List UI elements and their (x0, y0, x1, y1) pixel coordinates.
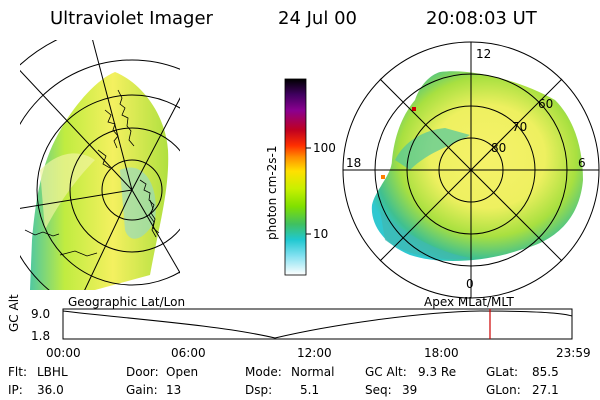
timeline-xtick: 06:00 (171, 346, 206, 360)
polar-hotspot (381, 175, 385, 179)
mlat-label-70: 70 (512, 120, 528, 134)
geo-lat-circle (36, 94, 180, 286)
gcalt-value: 9.3 Re (418, 365, 457, 379)
geo-meridian (131, 189, 180, 274)
polar-hotspot (412, 107, 416, 111)
mlt-label-18: 18 (346, 156, 362, 170)
colorbar-gradient (284, 78, 307, 276)
dsp-label: Dsp: (245, 383, 273, 397)
flt-value: LBHL (37, 365, 68, 379)
timeline-xtick: 00:00 (46, 346, 81, 360)
ip-label: IP: (8, 383, 23, 397)
gcalt-label: GC Alt: (365, 365, 407, 379)
altitude-curve (62, 310, 573, 339)
flt-label: Flt: (8, 365, 27, 379)
gain-label: Gain: (126, 383, 158, 397)
seq-value: 39 (402, 383, 418, 397)
geo-meridian (84, 189, 133, 290)
glat-value: 85.5 (532, 365, 559, 379)
geo-lat-circle (20, 59, 180, 290)
glon-value: 27.1 (532, 383, 559, 397)
geo-meridian (20, 189, 133, 209)
mlat-label-80: 80 (491, 141, 507, 155)
timeline-ytick-1_8: 1.8 (31, 329, 51, 343)
ip-value: 36.0 (37, 383, 64, 397)
timeline-xtick: 12:00 (297, 346, 332, 360)
geo-meridian (131, 97, 180, 191)
instrument-title: Ultraviolet Imager (50, 8, 213, 29)
timeline-xtick: 23:59 (556, 346, 591, 360)
dsp-value: 5.1 (300, 383, 320, 397)
timeline-y-title: GC Alt (7, 294, 21, 332)
seq-label: Seq: (365, 383, 392, 397)
mlt-label-0: 0 (466, 277, 474, 291)
mlt-label-12: 12 (476, 47, 492, 61)
gain-value: 13 (166, 383, 182, 397)
geo-lat-circle (69, 127, 180, 253)
polar-panel-label: Apex MLat/MLT (424, 295, 514, 309)
mlt-meridian (379, 78, 563, 262)
geo-meridian (92, 40, 133, 191)
geo-panel-label: Geographic Lat/Lon (68, 295, 186, 309)
colorbar-tick-10: 10 (313, 227, 329, 241)
door-label: Door: (126, 365, 159, 379)
observation-date: 24 Jul 00 (278, 8, 357, 29)
geo-lat-circle (101, 159, 163, 221)
mlat-label-60: 60 (538, 97, 554, 111)
mode-label: Mode: (245, 365, 282, 379)
geo-coastlines (24, 89, 160, 257)
glon-label: GLon: (486, 383, 521, 397)
colorbar-tick-100: 100 (313, 141, 336, 155)
glat-label: GLat: (486, 365, 519, 379)
observation-time: 20:08:03 UT (426, 8, 537, 29)
timeline-ytick-9: 9.0 (31, 307, 51, 321)
timeline-xtick: 18:00 (424, 346, 459, 360)
door-value: Open (166, 365, 199, 379)
mlt-label-6: 6 (578, 156, 586, 170)
geo-meridian (20, 69, 133, 191)
timeline-frame (62, 308, 573, 340)
mode-value: Normal (291, 365, 335, 379)
